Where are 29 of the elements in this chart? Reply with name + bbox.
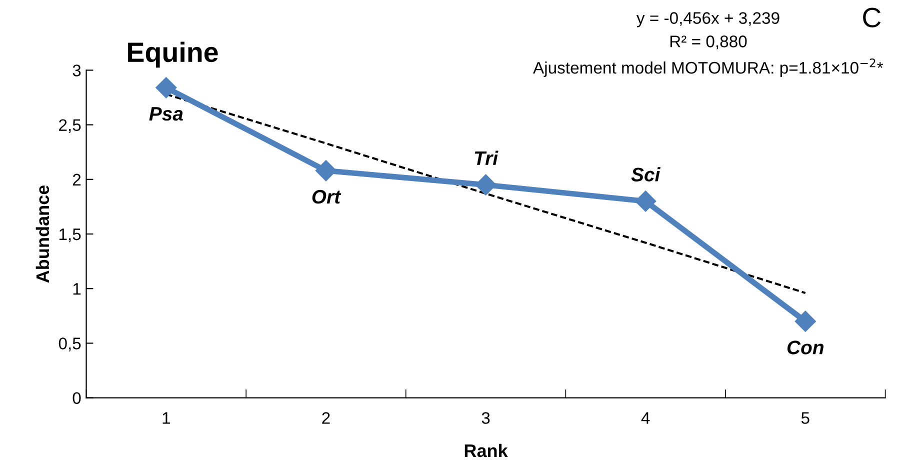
annotation: Tri — [474, 150, 498, 165]
annotation: Ort — [312, 190, 342, 204]
x-tick-label: 3 — [482, 412, 490, 424]
y-tick-label: 0,5 — [58, 338, 81, 352]
text: y = -0,456x + 3,239 — [636, 12, 780, 28]
chart-title: Equine — [128, 42, 218, 68]
y-tick-label: 1 — [73, 283, 81, 295]
point — [156, 77, 177, 98]
x-tick-label: 2 — [322, 412, 330, 424]
x-tick-label: 1 — [162, 412, 170, 424]
point — [315, 160, 336, 182]
annotation: Con — [787, 340, 824, 354]
point — [475, 174, 496, 196]
text: R² = 0,880 — [670, 36, 747, 50]
x-tick-label: 4 — [641, 412, 650, 424]
x-axis-title: Rank — [464, 444, 508, 458]
y-tick-label: 2,5 — [59, 119, 81, 133]
point — [794, 310, 816, 332]
y-tick-label: 0 — [72, 392, 81, 404]
text: C — [863, 8, 881, 28]
x-tick-label: 5 — [801, 412, 810, 424]
y-tick-label: 3 — [72, 64, 81, 76]
annotation: Ajustement model MOTOMURA: p=1.81×10$^{−2}$* — [533, 58, 884, 77]
annotation: Psa — [149, 107, 183, 121]
y-tick-label: 1,5 — [60, 228, 81, 242]
annotation: Sci — [631, 167, 661, 182]
y-axis-title: Abundance — [36, 185, 50, 283]
point — [635, 190, 656, 212]
y-tick-label: 2 — [72, 174, 81, 186]
